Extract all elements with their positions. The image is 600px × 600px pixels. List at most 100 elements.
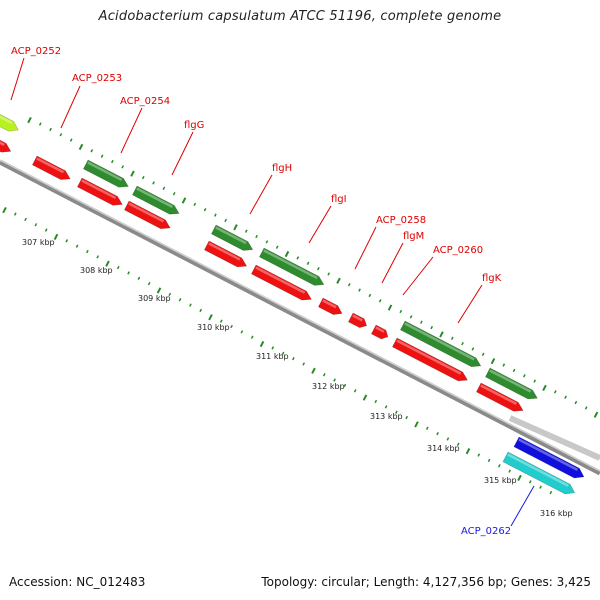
gene-label: ACP_0260: [433, 245, 483, 256]
tick-mark: [230, 324, 233, 329]
gene-label-leader: [354, 226, 377, 270]
gene-feature: [76, 177, 123, 206]
gene-feature: [250, 264, 312, 301]
gene-arrow: [370, 324, 389, 340]
gene-feature: [31, 155, 71, 180]
tick-mark: [121, 165, 125, 169]
gene-feature: [131, 185, 180, 215]
tick-mark: [490, 358, 496, 365]
gene-arrow-shine: [128, 202, 165, 223]
gene-label: flgK: [482, 273, 502, 284]
scale-label: 308 kbp: [80, 266, 113, 275]
tick-mark: [436, 431, 439, 436]
tick-mark: [105, 260, 110, 267]
tick-mark: [38, 122, 42, 126]
tick-mark: [34, 223, 38, 227]
tick-mark: [100, 154, 104, 158]
gene-labels: ACP_0252 ACP_0253 ACP_0254 flgG flgH flgI ACP_…: [10, 46, 535, 537]
scale-label: 314 kbp: [427, 444, 460, 453]
tick-mark: [156, 287, 162, 294]
tick-mark: [49, 127, 52, 132]
tick-mark: [498, 464, 501, 468]
gene-arrow: [123, 200, 171, 230]
gene-arrow: [475, 382, 524, 412]
gene-arrow: [31, 155, 71, 180]
tick-mark: [358, 288, 361, 292]
accession-text: Accession: NC_012483: [9, 575, 146, 589]
gene-feature: [82, 159, 129, 188]
tick-mark: [317, 266, 320, 271]
tick-mark: [259, 340, 265, 348]
tick-mark: [539, 485, 542, 489]
tick-mark: [27, 116, 32, 124]
gene-label: flgH: [272, 163, 292, 174]
tick-mark: [141, 175, 145, 180]
tick-mark: [311, 367, 316, 374]
gene-arrow-shine: [480, 384, 517, 405]
gene-features: [0, 103, 585, 495]
tick-mark: [471, 347, 475, 351]
tick-mark: [336, 277, 341, 284]
outer-track-line: [508, 415, 600, 461]
gene-label-leader: [171, 131, 194, 176]
gene-feature: [391, 337, 469, 382]
scale-labels: 307 kbp 308 kbp 309 kbp 310 kbp 311 kbp 312 k…: [22, 238, 573, 518]
gene-arrow-shine: [0, 105, 13, 125]
gene-arrow: [258, 247, 325, 286]
gene-feature: [0, 134, 12, 153]
gene-arrow-shine: [263, 249, 318, 280]
gene-label: ACP_0253: [72, 73, 122, 84]
gene-arrow: [82, 159, 129, 188]
gene-arrow-shine: [0, 136, 5, 147]
gene-feature: [484, 367, 538, 400]
gene-arrow: [210, 224, 254, 251]
tick-mark: [481, 352, 485, 357]
tick-mark: [347, 283, 351, 287]
tick-mark: [162, 186, 166, 190]
gene-arrow-shine: [489, 369, 532, 393]
tick-mark: [86, 249, 89, 254]
scale-label: 307 kbp: [22, 238, 55, 247]
tick-mark: [275, 245, 279, 249]
tick-mark: [199, 308, 203, 313]
genome-summary-text: Topology: circular; Length: 4,127,356 bp…: [261, 575, 591, 589]
gene-label: flgI: [331, 194, 347, 205]
scale-label: 312 kbp: [312, 382, 345, 391]
tick-mark: [147, 281, 151, 286]
tick-mark: [240, 330, 244, 334]
gene-label-leader: [308, 205, 332, 244]
scale-label: 313 kbp: [370, 412, 403, 421]
tick-mark: [296, 256, 300, 260]
tick-mark: [127, 271, 130, 275]
tick-mark: [465, 448, 471, 455]
gene-arrow-shine: [518, 438, 579, 471]
gene-label: ACP_0254: [120, 96, 170, 107]
tick-mark: [181, 197, 187, 204]
tick-mark: [193, 202, 197, 207]
tick-mark: [168, 292, 172, 297]
tick-mark: [265, 240, 269, 244]
gene-label-leader: [120, 107, 143, 154]
gene-feature: [502, 451, 576, 495]
scale-label: 315 kbp: [484, 476, 517, 485]
tick-mark: [502, 363, 506, 367]
gene-arrow: [0, 103, 19, 132]
tick-mark: [75, 244, 79, 248]
tick-mark: [528, 480, 532, 484]
tick-mark: [203, 208, 207, 212]
gene-label-leader: [249, 174, 273, 215]
tick-mark: [439, 331, 444, 338]
tick-mark: [517, 474, 522, 482]
tick-mark: [44, 228, 48, 232]
gene-arrow: [131, 185, 180, 215]
gene-label-leader: [10, 57, 25, 101]
gene-label-leader: [457, 284, 483, 324]
tick-mark: [53, 233, 59, 241]
gene-feature: [0, 103, 19, 132]
tick-mark: [69, 138, 73, 142]
tick-mark: [271, 346, 275, 350]
tick-mark: [553, 390, 557, 394]
tick-mark: [284, 250, 290, 258]
outer-tick-dots: [27, 116, 599, 418]
